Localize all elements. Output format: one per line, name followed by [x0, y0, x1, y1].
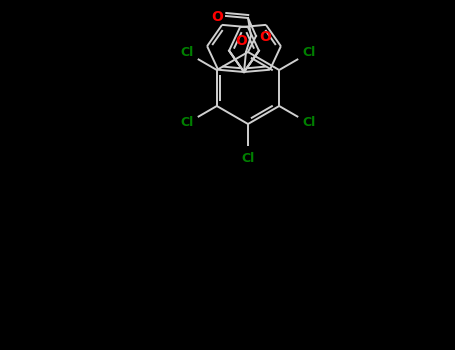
Text: O: O: [259, 30, 271, 44]
Text: Cl: Cl: [241, 152, 255, 164]
Text: O: O: [235, 34, 247, 48]
Text: O: O: [211, 10, 223, 24]
Text: Cl: Cl: [302, 117, 315, 130]
Text: Cl: Cl: [302, 47, 315, 60]
Text: Cl: Cl: [181, 47, 194, 60]
Text: Cl: Cl: [181, 117, 194, 130]
